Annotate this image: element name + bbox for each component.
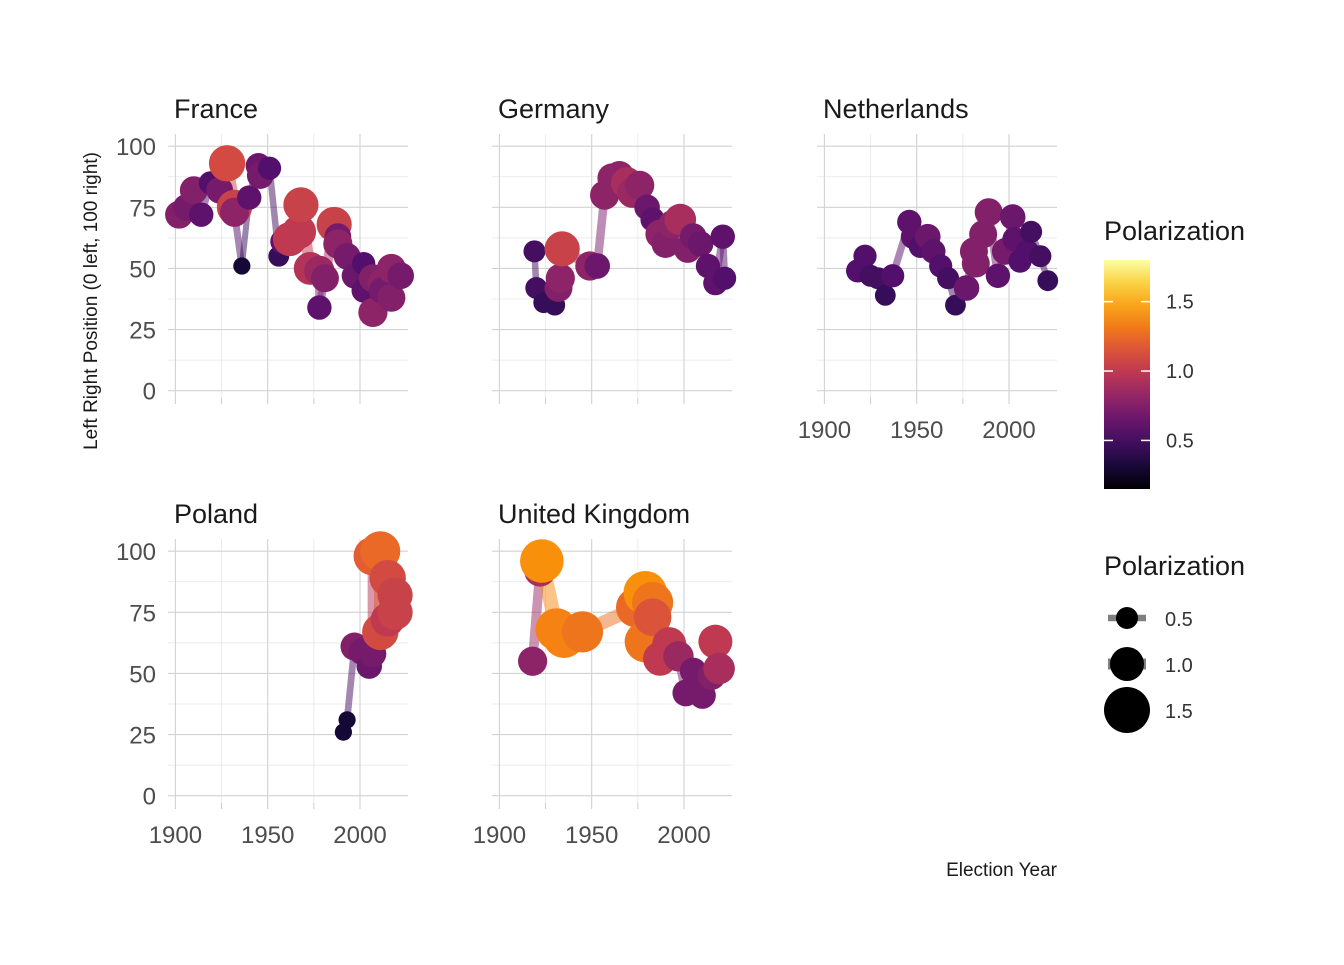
x-tick-label: 1900: [149, 822, 202, 849]
colorbar-label: 1.0: [1166, 361, 1194, 383]
data-point: [584, 253, 611, 279]
data-point: [377, 283, 406, 312]
data-point: [945, 294, 966, 316]
facet-title: Poland: [174, 499, 258, 529]
facet-panel: Poland 0 25 50 75 100 1900 1950 2000: [116, 499, 413, 849]
data-point: [544, 231, 580, 267]
x-tick-label: 1950: [565, 822, 618, 849]
y-axis-title: Left Right Position (0 left, 100 right): [81, 152, 102, 450]
x-tick-label: 1950: [241, 822, 294, 849]
data-point: [208, 145, 246, 182]
size-legend-label: 1.0: [1165, 655, 1193, 677]
y-tick-label: 50: [129, 661, 156, 688]
data-point: [518, 646, 548, 676]
data-point: [307, 295, 332, 320]
y-tick-label: 50: [129, 256, 156, 283]
colorbar-label: 0.5: [1166, 430, 1194, 452]
y-tick-label: 25: [129, 723, 156, 750]
x-tick-label: 1950: [890, 417, 943, 444]
x-axis-title: Election Year: [946, 860, 1058, 881]
data-point: [283, 187, 319, 223]
y-tick-label: 100: [116, 134, 156, 161]
facet-panel: France 0 25 50 75 100: [116, 94, 415, 406]
color-legend-title: Polarization: [1104, 216, 1245, 246]
data-point: [687, 231, 714, 257]
data-point: [853, 244, 877, 268]
size-key-point: [1116, 607, 1138, 629]
size-legend-label: 1.5: [1165, 701, 1193, 723]
y-tick-label: 75: [129, 600, 156, 627]
data-point: [969, 220, 998, 249]
data-point: [387, 262, 415, 290]
size-legend: Polarization 0.5 1.0 1.5: [1104, 551, 1245, 733]
data-point: [545, 263, 575, 293]
data-point: [282, 214, 317, 249]
x-tick-label: 2000: [982, 417, 1035, 444]
facet-title: Netherlands: [823, 94, 969, 124]
data-point: [985, 263, 1011, 288]
y-tick-label: 0: [143, 784, 156, 811]
facet-title: France: [174, 94, 258, 124]
data-point: [338, 711, 356, 729]
data-point: [881, 264, 905, 288]
facet-panel: United Kingdom 1900 1950 2000: [473, 499, 735, 849]
data-point: [974, 198, 1003, 227]
data-point: [703, 652, 735, 685]
data-point: [633, 598, 672, 637]
facet-title: Germany: [498, 94, 610, 124]
y-tick-label: 25: [129, 318, 156, 345]
data-point: [189, 202, 214, 227]
y-tick-label: 100: [116, 539, 156, 566]
facet-panel: Netherlands 1900 1950 2000: [798, 94, 1059, 444]
color-legend: Polarization 0.5 1.0 1.5: [1104, 216, 1245, 489]
x-tick-label: 2000: [657, 822, 710, 849]
size-legend-label: 0.5: [1165, 609, 1193, 631]
data-point: [874, 284, 896, 306]
data-point: [999, 204, 1026, 230]
data-point: [937, 267, 960, 290]
data-point: [257, 156, 282, 180]
data-point: [625, 170, 655, 200]
data-point: [1029, 245, 1052, 268]
size-legend-title: Polarization: [1104, 551, 1245, 581]
data-point: [233, 257, 251, 275]
data-point: [961, 249, 990, 278]
y-tick-label: 75: [129, 195, 156, 222]
data-point: [1037, 270, 1059, 292]
data-point: [520, 539, 564, 583]
data-point: [710, 224, 735, 249]
data-point: [523, 240, 546, 263]
data-point: [310, 264, 339, 293]
x-tick-label: 1900: [798, 417, 851, 444]
data-point: [561, 611, 604, 653]
colorbar-label: 1.5: [1166, 292, 1194, 314]
data-point: [237, 185, 262, 210]
size-key-point: [1104, 687, 1150, 733]
facet-panel: Germany: [492, 94, 737, 404]
facet-title: United Kingdom: [498, 499, 690, 529]
data-point: [1020, 220, 1043, 243]
x-tick-label: 1900: [473, 822, 526, 849]
size-key-point: [1110, 647, 1144, 681]
data-point: [953, 275, 980, 301]
x-tick-label: 2000: [333, 822, 386, 849]
data-point: [377, 594, 413, 630]
y-tick-label: 0: [143, 379, 156, 406]
data-point: [713, 266, 737, 290]
data-point: [698, 624, 733, 659]
colorbar: [1104, 260, 1150, 489]
